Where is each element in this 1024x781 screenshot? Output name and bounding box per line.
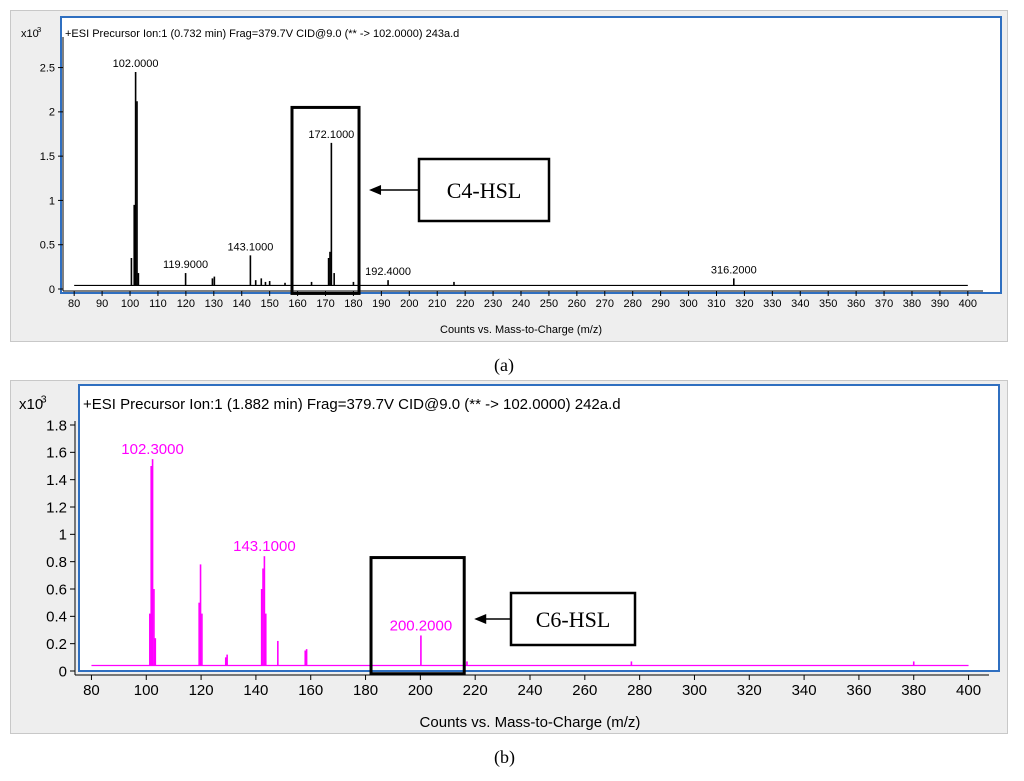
callout-arrow-head — [369, 185, 382, 195]
x-tick-label: 220 — [456, 298, 474, 310]
x-tick-label: 160 — [298, 682, 323, 699]
x-tick-label: 80 — [68, 298, 80, 310]
y-tick-label: 1.8 — [46, 417, 67, 434]
x-tick-label: 340 — [792, 682, 817, 699]
x-tick-label: 390 — [931, 298, 949, 310]
peak-label: 192.4000 — [365, 266, 411, 278]
x-tick-label: 370 — [875, 298, 893, 310]
x-tick-label: 380 — [903, 298, 921, 310]
x-tick-label: 160 — [288, 298, 306, 310]
x-tick-label: 210 — [428, 298, 446, 310]
highlight-box — [290, 105, 361, 295]
y-multiplier: x10 — [21, 28, 39, 40]
y-tick-label: 1 — [59, 527, 67, 544]
x-tick-label: 150 — [260, 298, 278, 310]
x-tick-label: 360 — [846, 682, 871, 699]
chart-header: +ESI Precursor Ion:1 (0.732 min) Frag=37… — [65, 28, 459, 40]
y-tick-label: 1 — [49, 195, 55, 207]
x-tick-label: 320 — [735, 298, 753, 310]
peak-label: 172.1000 — [308, 129, 354, 141]
x-axis-label: Counts vs. Mass-to-Charge (m/z) — [440, 324, 602, 336]
x-tick-label: 260 — [568, 298, 586, 310]
x-tick-label: 350 — [819, 298, 837, 310]
y-tick-label: 2 — [49, 107, 55, 119]
spectrum-panel-b: +ESI Precursor Ion:1 (1.882 min) Frag=37… — [10, 380, 1008, 734]
callout-box — [509, 591, 637, 647]
x-tick-label: 140 — [243, 682, 268, 699]
x-tick-label: 190 — [372, 298, 390, 310]
y-tick-label: 0.2 — [46, 636, 67, 653]
peak-label: 102.0000 — [113, 58, 159, 70]
callout-label: C4-HSL — [447, 178, 522, 203]
spectrum-chart-b: +ESI Precursor Ion:1 (1.882 min) Frag=37… — [19, 384, 1000, 731]
x-tick-label: 360 — [847, 298, 865, 310]
y-exponent: 3 — [37, 25, 41, 34]
x-tick-label: 90 — [96, 298, 108, 310]
y-tick-label: 0.4 — [46, 609, 67, 626]
x-tick-label: 130 — [205, 298, 223, 310]
x-tick-label: 200 — [400, 298, 418, 310]
x-tick-label: 320 — [737, 682, 762, 699]
x-tick-label: 200 — [408, 682, 433, 699]
x-tick-label: 140 — [233, 298, 251, 310]
x-tick-label: 240 — [512, 298, 530, 310]
x-tick-label: 170 — [316, 298, 334, 310]
x-tick-label: 180 — [344, 298, 362, 310]
chart-header: +ESI Precursor Ion:1 (1.882 min) Frag=37… — [83, 396, 621, 413]
x-tick-label: 250 — [540, 298, 558, 310]
x-tick-label: 220 — [463, 682, 488, 699]
x-tick-label: 280 — [624, 298, 642, 310]
peak-label: 316.2000 — [711, 264, 757, 276]
x-tick-label: 340 — [791, 298, 809, 310]
spectrum-chart-a: +ESI Precursor Ion:1 (0.732 min) Frag=37… — [21, 16, 1002, 336]
peak-label: 200.2000 — [390, 617, 453, 634]
x-tick-label: 110 — [149, 298, 167, 310]
y-exponent: 3 — [41, 393, 47, 405]
y-tick-label: 1.4 — [46, 472, 67, 489]
panel-caption-a: (a) — [494, 355, 514, 375]
peak-label: 102.3000 — [121, 441, 184, 458]
plot-frame — [60, 16, 1002, 294]
x-tick-label: 240 — [517, 682, 542, 699]
y-tick-label: 2.5 — [40, 62, 55, 74]
panel-caption-b: (b) — [494, 747, 515, 767]
callout-box — [417, 157, 551, 223]
peak-label: 119.9000 — [163, 259, 208, 271]
y-multiplier: x10 — [19, 396, 43, 413]
x-tick-label: 400 — [959, 298, 977, 310]
x-tick-label: 300 — [679, 298, 697, 310]
x-tick-label: 400 — [956, 682, 981, 699]
x-tick-label: 100 — [121, 298, 139, 310]
y-tick-label: 0 — [59, 663, 67, 680]
y-tick-label: 0.6 — [46, 581, 67, 598]
spectrum-panel-a: +ESI Precursor Ion:1 (0.732 min) Frag=37… — [10, 10, 1008, 342]
y-tick-label: 1.5 — [40, 151, 55, 163]
x-tick-label: 270 — [596, 298, 614, 310]
callout-label: C6-HSL — [536, 607, 611, 632]
x-tick-label: 290 — [651, 298, 669, 310]
x-tick-label: 280 — [627, 682, 652, 699]
peak-label: 143.1000 — [233, 538, 296, 555]
x-tick-label: 380 — [901, 682, 926, 699]
x-tick-label: 180 — [353, 682, 378, 699]
x-tick-label: 80 — [83, 682, 100, 699]
x-axis-label: Counts vs. Mass-to-Charge (m/z) — [420, 714, 641, 731]
x-tick-label: 120 — [189, 682, 214, 699]
highlight-box — [369, 556, 466, 676]
y-tick-label: 0.5 — [40, 240, 55, 252]
y-tick-label: 0 — [49, 284, 55, 296]
y-tick-label: 0.8 — [46, 554, 67, 571]
callout-arrow-head — [474, 614, 487, 624]
y-tick-label: 1.2 — [46, 499, 67, 516]
x-tick-label: 230 — [484, 298, 502, 310]
y-tick-label: 1.6 — [46, 445, 67, 462]
x-tick-label: 300 — [682, 682, 707, 699]
x-tick-label: 260 — [572, 682, 597, 699]
x-tick-label: 120 — [177, 298, 195, 310]
x-tick-label: 310 — [707, 298, 725, 310]
x-tick-label: 330 — [763, 298, 781, 310]
peak-label: 143.1000 — [227, 241, 273, 253]
x-tick-label: 100 — [134, 682, 159, 699]
